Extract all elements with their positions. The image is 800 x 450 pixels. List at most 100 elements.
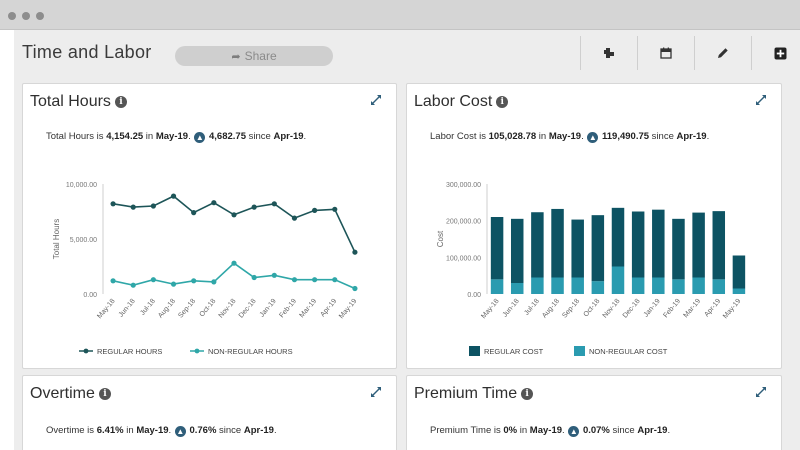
- data-point: [211, 279, 217, 285]
- window-titlebar: [0, 0, 800, 30]
- window-dot[interactable]: [22, 12, 30, 20]
- edit-icon: [718, 48, 728, 58]
- info-icon[interactable]: i: [521, 388, 534, 400]
- data-point: [352, 285, 358, 292]
- legend-marker: [83, 348, 89, 354]
- calendar-button[interactable]: [637, 36, 694, 70]
- regular-cost-bar: [551, 208, 564, 278]
- labor-cost-summary: Labor Cost is 105,028.78 in May-19. ▲ 11…: [430, 131, 710, 143]
- x-tick-label: Dec-18: [238, 298, 258, 320]
- regular-cost-bar: [652, 209, 665, 278]
- regular-cost-bar: [712, 211, 726, 280]
- data-point: [150, 277, 156, 283]
- regular-cost-bar: [531, 212, 544, 278]
- legend-label: NON-REGULAR COST: [589, 347, 668, 356]
- data-point: [231, 260, 237, 266]
- x-tick-label: Aug-18: [157, 298, 177, 320]
- panel-title: Overtime i: [30, 385, 111, 403]
- data-point: [170, 193, 177, 199]
- share-icon: ➦: [231, 50, 241, 63]
- data-point: [110, 201, 116, 207]
- legend-marker: [194, 348, 200, 354]
- x-tick-label: Feb-19: [662, 298, 682, 320]
- share-label: Share: [244, 49, 277, 63]
- x-tick-label: Sep-18: [177, 298, 197, 320]
- edit-button[interactable]: [694, 36, 751, 70]
- y-tick-label: 0.00: [467, 292, 481, 299]
- window-dot[interactable]: [36, 12, 44, 20]
- data-point: [271, 272, 277, 278]
- data-point: [332, 206, 338, 212]
- data-point: [191, 278, 197, 284]
- overtime-title: Overtime: [30, 385, 95, 402]
- share-button[interactable]: ➦ Share: [175, 46, 333, 66]
- data-point: [352, 249, 358, 255]
- x-tick-label: Jun-18: [502, 298, 521, 319]
- non-regular-cost-bar: [490, 279, 504, 294]
- legend-label: REGULAR HOURS: [97, 347, 162, 356]
- add-button[interactable]: [751, 36, 800, 70]
- x-tick-label: Mar-19: [683, 298, 703, 320]
- x-tick-label: Nov-18: [602, 298, 622, 320]
- data-point: [251, 204, 257, 210]
- legend-swatch: [469, 346, 480, 356]
- non-regular-cost-bar: [652, 277, 665, 294]
- y-axis-label: Total Hours: [52, 219, 61, 259]
- data-point: [170, 281, 177, 287]
- regular-cost-bar: [672, 218, 685, 280]
- y-tick-label: 10,000.00: [66, 182, 97, 189]
- regular-hours-line: [112, 195, 356, 253]
- non-regular-cost-bar: [531, 277, 544, 294]
- expand-icon[interactable]: [370, 386, 382, 398]
- non-regular-cost-bar: [672, 279, 685, 294]
- app-area: Time and Labor ➦ Share: [14, 30, 800, 450]
- x-tick-label: Apr-19: [319, 298, 338, 319]
- up-arrow-icon: ▲: [174, 426, 186, 437]
- legend-label: REGULAR COST: [484, 347, 544, 356]
- data-point: [231, 212, 237, 218]
- x-tick-label: May-18: [96, 298, 116, 320]
- x-tick-label: May-18: [480, 298, 500, 320]
- data-point: [211, 200, 217, 206]
- x-tick-label: Jul-18: [139, 298, 157, 317]
- labor-cost-title: Labor Cost: [414, 93, 493, 110]
- y-tick-label: 200,000.00: [446, 219, 481, 226]
- labor-cost-panel: Labor Cost i Labor Cost is 105,028.78 in…: [406, 83, 782, 369]
- regular-cost-bar: [510, 218, 524, 283]
- x-tick-label: Feb-19: [278, 298, 298, 320]
- up-arrow-icon: ▲: [587, 132, 599, 143]
- info-icon[interactable]: i: [98, 388, 111, 400]
- data-point: [271, 201, 277, 207]
- expand-icon[interactable]: [755, 94, 767, 106]
- y-tick-label: 300,000.00: [446, 182, 481, 189]
- info-icon[interactable]: i: [114, 96, 127, 108]
- y-tick-label: 0.00: [83, 292, 97, 299]
- regular-cost-bar: [490, 217, 504, 280]
- legend-label: NON-REGULAR HOURS: [208, 347, 293, 356]
- info-icon[interactable]: i: [496, 96, 509, 108]
- settings-button[interactable]: [580, 36, 637, 70]
- y-tick-label: 100,000.00: [446, 255, 481, 262]
- panel-title: Labor Cost i: [414, 93, 509, 111]
- data-point: [312, 207, 318, 213]
- page-header: Time and Labor ➦ Share: [14, 30, 800, 80]
- window-dot[interactable]: [8, 12, 16, 20]
- labor-cost-chart: 0.00 100,000.00 200,000.00 300,000.00 Cost Ma…: [436, 182, 746, 356]
- premium-time-panel: Premium Time i Premium Time is 0% in May…: [406, 375, 782, 450]
- page-title: Time and Labor: [22, 42, 152, 62]
- expand-icon[interactable]: [755, 386, 767, 398]
- y-tick-label: 5,000.00: [70, 237, 97, 244]
- premium-time-summary: Premium Time is 0% in May-19. ▲ 0.07% si…: [430, 425, 671, 437]
- panel-title: Premium Time i: [414, 385, 534, 403]
- total-hours-summary: Total Hours is 4,154.25 in May-19. ▲ 4,6…: [46, 131, 307, 143]
- expand-icon[interactable]: [370, 94, 382, 106]
- x-tick-label: Oct-18: [199, 298, 218, 319]
- x-tick-label: Dec-18: [622, 298, 642, 320]
- non-regular-cost-bar: [510, 283, 524, 294]
- x-tick-label: May-19: [722, 298, 742, 320]
- x-tick-label: Jun-18: [118, 298, 137, 319]
- regular-cost-bar: [591, 215, 605, 282]
- x-tick-label: Oct-18: [583, 298, 602, 319]
- non-regular-cost-bar: [591, 281, 605, 294]
